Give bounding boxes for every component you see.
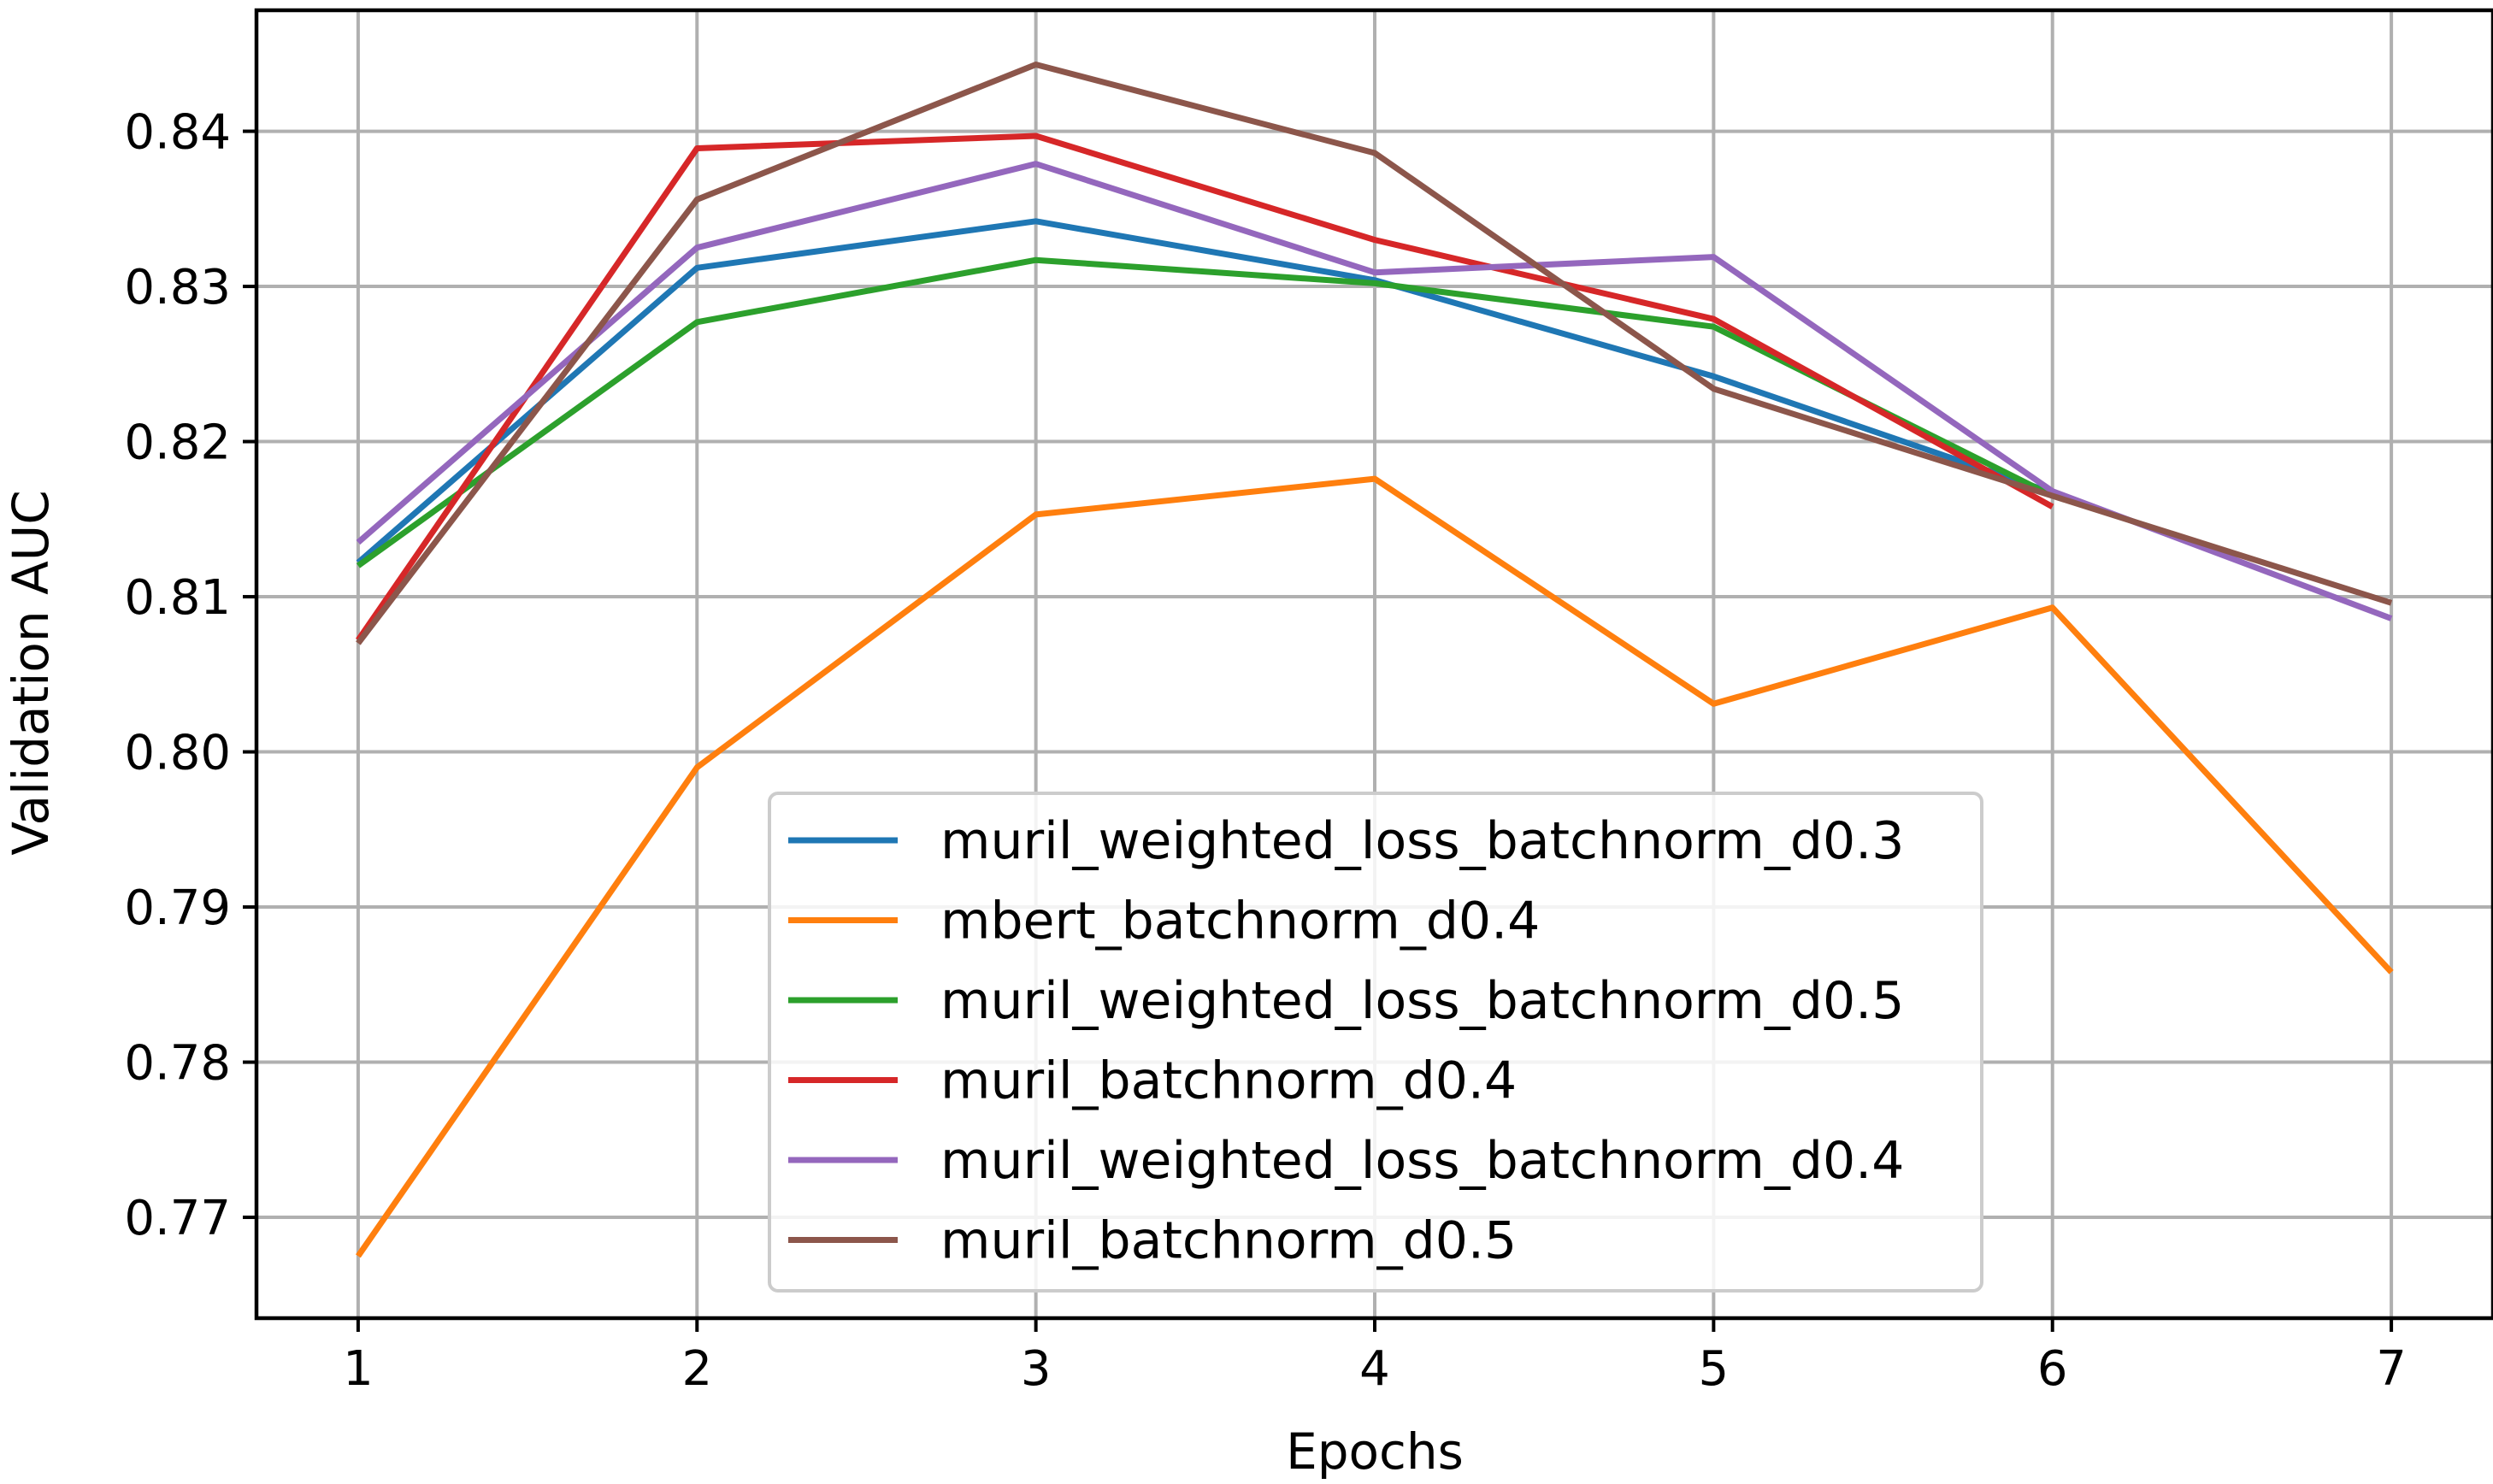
x-tick-label: 1: [343, 1341, 374, 1397]
series-line-muril_batchnorm_d0.5: [356, 62, 2393, 645]
y-axis-title: Validation AUC: [2, 490, 60, 855]
legend-label: mbert_batchnorm_d0.4: [940, 892, 1540, 951]
grid-layer: [256, 10, 2493, 1318]
x-axis-title: Epochs: [1286, 1422, 1464, 1480]
x-tick-label: 7: [2376, 1341, 2407, 1397]
y-tick-label: 0.84: [124, 105, 231, 161]
y-tick-label: 0.78: [124, 1036, 231, 1092]
legend-label: muril_weighted_loss_batchnorm_d0.4: [940, 1131, 1904, 1191]
legend: muril_weighted_loss_batchnorm_d0.3 mbert_…: [768, 792, 1983, 1293]
y-tick-label: 0.82: [124, 415, 231, 471]
legend-label: muril_weighted_loss_batchnorm_d0.3: [940, 811, 1904, 871]
legend-box: [768, 792, 1983, 1293]
series-line-muril_weighted_loss_batchnorm_d0.4: [356, 161, 2393, 621]
x-tick-label: 2: [681, 1341, 712, 1397]
series-line-mbert_batchnorm_d0.4: [356, 475, 2394, 1258]
axes-layer: 1 2 3 4 5 6 7 0.77 0.78 0.79 0.80 0.81 0.82 0.83 0.84: [124, 8, 2493, 1397]
series-line-muril_batchnorm_d0.4: [356, 132, 2054, 642]
y-tick-label: 0.79: [124, 880, 231, 936]
legend-label: muril_weighted_loss_batchnorm_d0.5: [940, 971, 1904, 1031]
series-line-muril_weighted_loss_batchnorm_d0.3: [356, 218, 2054, 565]
y-tick-label: 0.81: [124, 570, 231, 626]
series-line-muril_weighted_loss_batchnorm_d0.5: [356, 256, 2054, 568]
x-tick-label: 3: [1021, 1341, 1052, 1397]
y-tick-label: 0.83: [124, 260, 231, 315]
legend-label: muril_batchnorm_d0.5: [940, 1211, 1517, 1271]
x-tick-label: 6: [2037, 1341, 2068, 1397]
x-tick-label: 5: [1699, 1341, 1730, 1397]
y-tick-label: 0.80: [124, 726, 231, 781]
y-tick-label: 0.77: [124, 1191, 231, 1246]
series-layer: [356, 62, 2394, 1258]
x-tick-label: 4: [1359, 1341, 1390, 1397]
legend-label: muril_batchnorm_d0.4: [940, 1051, 1517, 1111]
